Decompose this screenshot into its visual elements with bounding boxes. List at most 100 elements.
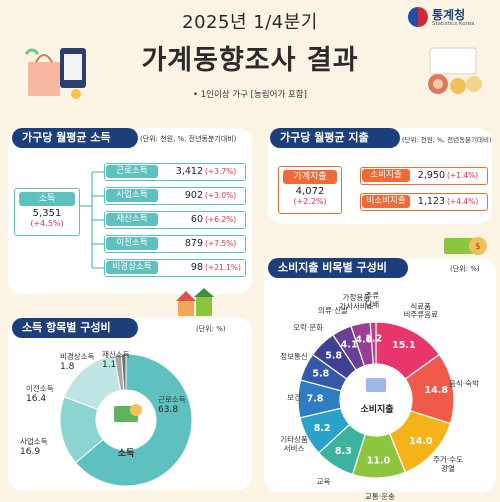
expense-item-value: 1,123	[417, 196, 445, 207]
money-illustration-icon: $	[444, 237, 487, 255]
consumption-comp-unit: (단위: %)	[450, 265, 480, 273]
expense-total-value: 4,072	[295, 186, 325, 197]
expense-item-name: 비소비지출	[362, 195, 410, 208]
income-section-label: 가구당 월평균 소득	[12, 128, 138, 148]
svg-text:$: $	[475, 242, 481, 252]
expense-item-value: 2,950	[417, 170, 445, 181]
income-total-value: 5,351	[32, 208, 62, 219]
expense-unit: (단위: 천원, %, 전년동분기대비)	[402, 136, 492, 144]
consumption-pie-value-label: 15.1	[392, 340, 415, 351]
income-pie-label-name: 이전소득	[26, 384, 54, 393]
consumption-pie-value-label: 8.3	[335, 446, 352, 457]
expense-item-row: 비소비지출 1,123 (+4.4%)	[360, 193, 488, 211]
income-pie-center-label: 소득	[117, 449, 135, 459]
consumption-pie-value-label: 7.8	[307, 394, 324, 405]
income-unit: (단위: 천원, %, 전년동분기대비)	[140, 135, 237, 143]
coin-icon	[130, 404, 142, 416]
expense-total-box: 가계지출 4,072 (+2.2%)	[278, 166, 342, 214]
income-item-row: 사업소득 902 (+3.0%)	[104, 187, 246, 205]
income-item-name: 사업소득	[106, 189, 158, 202]
income-item-change: (+6.2%)	[205, 215, 237, 224]
income-pie-label: 사업소득 16.9	[20, 437, 76, 457]
income-pie-label-value: 16.4	[26, 393, 47, 404]
income-item-row: 이전소득 879 (+7.5%)	[104, 235, 246, 253]
houses-illustration-icon	[176, 288, 214, 316]
consumption-pie-value-label: 1.2	[365, 334, 382, 345]
income-total-name: 소득	[19, 192, 75, 206]
income-item-row: 비경상소득 98 (+21.1%)	[104, 259, 246, 277]
income-pie-label-name: 재산소득	[102, 350, 130, 359]
consumption-pie-value-label: 14.0	[409, 436, 433, 447]
income-item-value: 60	[190, 214, 203, 225]
expense-total-change: (+2.2%)	[293, 197, 327, 206]
consumption-pie-category-label: 교통·운송	[364, 491, 395, 501]
income-pie-label: 근로소득 63.8	[158, 395, 214, 415]
logo-english: Statistics Korea	[432, 21, 475, 27]
consumption-pie-center-label: 소비지출	[360, 405, 394, 415]
consumption-pie-value-label: 14.8	[425, 385, 449, 396]
expense-item-row: 소비지출 2,950 (+1.4%)	[360, 167, 488, 185]
income-comp-unit: (단위: %)	[196, 325, 226, 333]
consumption-pie-category-label: 음식·숙박	[449, 378, 479, 388]
expense-total-name: 가계지출	[283, 170, 337, 184]
income-item-change: (+3.0%)	[205, 191, 237, 200]
income-item-name: 비경상소득	[106, 261, 158, 274]
income-pie-label-value: 1.8	[60, 361, 75, 372]
income-pie-label-name: 근로소득	[158, 395, 186, 404]
consumption-pie-value-label: 11.0	[367, 455, 391, 466]
consumption-pie-value-label: 5.8	[325, 351, 342, 362]
consumption-pie-slice	[369, 321, 377, 365]
year-title: 2025년 1/4분기	[182, 12, 318, 33]
consumption-comp-section-label: 소비지출 비목별 구성비	[268, 258, 408, 278]
expense-item-change: (+1.4%)	[447, 171, 479, 180]
consumption-pie-category-label: 기타상품 서비스	[280, 434, 308, 453]
income-item-value: 879	[184, 238, 203, 249]
consumption-pie-category-label: 의류·신발	[317, 305, 348, 315]
expense-item-name: 소비지출	[362, 169, 410, 182]
consumption-pie-category-label: 보건	[287, 392, 301, 402]
income-pie-label-name: 사업소득	[20, 437, 48, 446]
income-pie-label: 비경상소득 1.8	[60, 352, 116, 372]
income-item-change: (+7.5%)	[205, 239, 237, 248]
survey-note: • 1인이상 가구 [농림어가 포함]	[193, 90, 307, 100]
consumption-pie-hole	[342, 366, 410, 434]
income-item-row: 재산소득 60 (+6.2%)	[104, 211, 246, 229]
income-total-change: (+4.5%)	[30, 219, 64, 228]
income-item-name: 재산소득	[106, 213, 158, 226]
income-item-value: 902	[184, 190, 203, 201]
shopping-bag-illustration-icon	[24, 48, 86, 99]
income-item-value: 98	[190, 262, 203, 273]
income-item-name: 이전소득	[106, 237, 158, 250]
income-pie-label: 재산소득 1.1	[102, 350, 158, 369]
consumption-pie-value-label: 5.8	[312, 368, 329, 379]
income-pie-label: 이전소득 16.4	[26, 384, 82, 404]
income-item-change: (+3.7%)	[205, 167, 237, 176]
consumption-pie-value-label: 8.2	[314, 423, 331, 434]
income-item-value: 3,412	[175, 166, 203, 177]
income-pie-label-name: 비경상소득	[60, 352, 95, 361]
consumption-pie-value-label: 4.0	[355, 335, 372, 346]
consumption-pie-value-label: 4.1	[341, 340, 358, 351]
income-comp-section-label: 소득 항목별 구성비	[12, 318, 138, 338]
statistics-korea-logo: 통계청 Statistics Korea	[404, 4, 494, 32]
register-icon	[366, 378, 386, 392]
consumption-pie-category-label: 가정용품 가사서비스	[339, 292, 374, 311]
income-total-box: 소득 5,351 (+4.5%)	[14, 188, 80, 236]
income-item-change: (+21.1%)	[205, 263, 241, 272]
taegeuk-logo-icon	[408, 7, 428, 27]
consumption-pie-category-label: 식료품 비주류음료	[403, 301, 438, 320]
coins-illustration-icon	[428, 47, 482, 94]
income-pie-slice	[120, 353, 127, 391]
expense-item-change: (+4.4%)	[447, 197, 479, 206]
consumption-pie-category-label: 교육	[316, 476, 331, 486]
income-pie-slice	[74, 353, 193, 487]
consumption-pie-category-label: 오락·문화	[293, 323, 324, 333]
income-pie-label-value: 63.8	[158, 404, 179, 415]
consumption-pie-category-label: 주류 담배	[365, 291, 380, 309]
consumption-pie-category-label: 주거·수도 광열	[433, 455, 463, 474]
income-pie-label-value: 16.9	[20, 446, 41, 457]
expense-section-label: 가구당 월평균 지출	[270, 128, 400, 148]
income-item-name: 근로소득	[106, 165, 158, 178]
